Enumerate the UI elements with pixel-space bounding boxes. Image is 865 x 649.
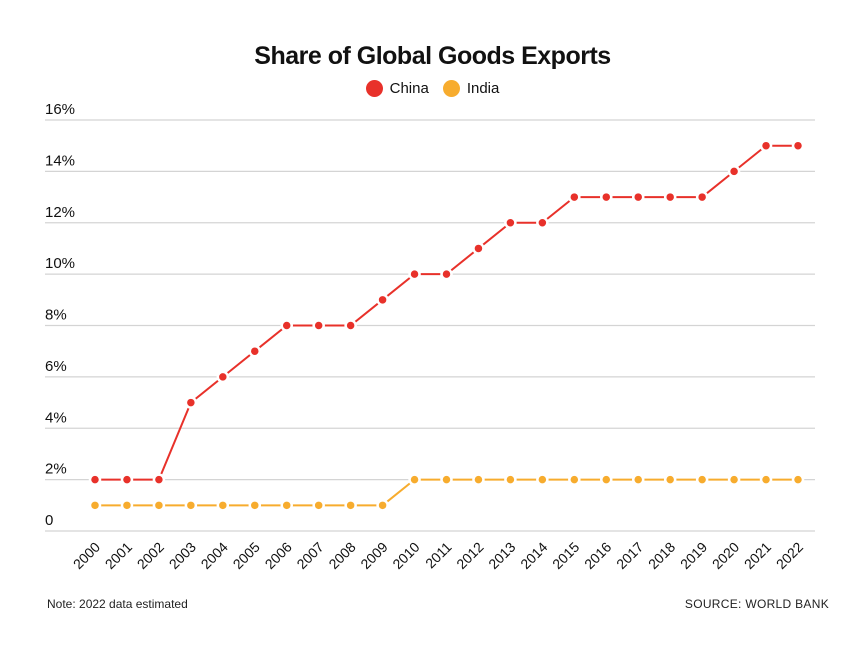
x-tick-label: 2015 [549,539,582,572]
data-point-china [472,242,485,255]
x-tick-label: 2013 [485,539,518,572]
data-point-china [536,216,549,229]
x-tick-label: 2017 [613,539,646,572]
data-point-china [376,293,389,307]
data-point-india [791,473,805,486]
data-point-india [504,473,517,486]
data-point-india [759,473,773,486]
data-point-india [248,499,262,512]
x-tick-label: 2014 [517,539,550,572]
series-line-china [95,144,798,481]
y-tick-label: 12% [45,204,75,221]
y-tick-label: 4% [45,409,67,426]
data-point-china [120,473,134,486]
legend-item-china: China [365,80,429,97]
x-tick-label: 2010 [389,539,422,572]
data-point-india [408,473,421,486]
x-tick-label: 2008 [325,539,358,572]
data-point-china [695,190,709,204]
data-point-india [120,499,134,512]
data-point-india [88,499,102,512]
x-tick-label: 2020 [709,539,742,572]
data-point-india [663,473,677,486]
x-tick-label: 2001 [102,539,135,572]
data-point-india [472,473,485,486]
data-point-china [600,190,613,204]
y-tick-label: 6% [45,358,67,375]
data-point-india [727,473,741,486]
legend-label-china: China [389,80,429,97]
data-point-china [408,267,421,281]
data-point-china [568,190,581,204]
data-point-china [344,319,357,332]
data-point-china [248,344,262,358]
data-point-china [504,216,517,229]
data-point-china [631,190,645,204]
data-point-china [727,165,741,178]
x-tick-label: 2005 [230,539,263,572]
y-tick-label: 10% [45,255,75,272]
data-point-india [631,473,645,486]
x-tick-label: 2016 [581,539,614,572]
data-point-india [152,499,166,512]
data-point-india [536,473,549,486]
y-tick-label: 14% [45,152,75,169]
x-tick-label: 2004 [198,539,231,572]
chart-title: Share of Global Goods Exports [254,42,611,70]
x-tick-label: 2006 [262,539,295,572]
data-point-india [344,499,357,512]
data-point-china [88,473,102,486]
x-tick-label: 2021 [741,539,774,572]
data-point-india [312,499,325,512]
data-point-china [791,139,805,152]
x-tick-label: 2011 [422,539,455,572]
x-tick-label: 2019 [677,539,710,572]
legend: China India [0,80,865,97]
data-point-china [312,319,325,332]
data-point-india [376,499,389,512]
data-point-china [663,190,677,204]
data-point-india [184,499,198,512]
x-tick-label: 2003 [166,539,199,572]
y-tick-label: 2% [45,461,67,478]
data-point-china [184,396,198,409]
data-point-india [280,499,293,512]
legend-marker-china [365,80,383,97]
x-tick-label: 2007 [293,539,326,572]
legend-marker-india [442,80,460,97]
x-tick-label: 2012 [453,539,486,572]
data-point-china [152,473,166,486]
x-tick-label: 2022 [773,539,806,572]
data-point-india [440,473,453,486]
data-point-china [440,267,453,281]
y-tick-label: 0 [45,512,53,529]
source-credit: SOURCE: WORLD BANK [684,597,829,611]
data-point-china [759,139,773,152]
data-point-india [600,473,613,486]
data-point-india [568,473,581,486]
data-point-china [216,370,230,384]
y-tick-label: 16% [45,101,75,118]
x-tick-label: 2000 [70,539,103,572]
y-tick-label: 8% [45,307,67,324]
legend-item-india: India [442,80,500,97]
data-point-china [280,319,293,332]
x-tick-label: 2009 [357,539,390,572]
data-point-india [216,499,230,512]
legend-label-india: India [466,80,500,97]
data-point-india [695,473,709,486]
footnote: Note: 2022 data estimated [47,597,188,611]
x-tick-label: 2018 [645,539,678,572]
x-tick-label: 2002 [134,539,167,572]
